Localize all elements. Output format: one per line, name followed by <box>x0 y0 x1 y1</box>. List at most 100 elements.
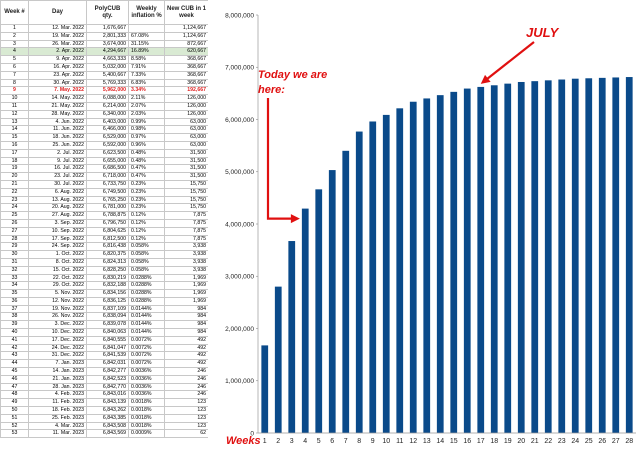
cell-day: 22. Oct. 2022 <box>28 273 87 283</box>
cell-day: 16. Jul. 2022 <box>28 164 87 174</box>
cell-new-cub: 15,750 <box>164 203 208 213</box>
cell-qty: 6,788,875 <box>86 211 129 220</box>
cell-day: 28. Jan. 2023 <box>28 382 87 392</box>
bar <box>369 121 377 433</box>
cell-week: 24 <box>0 203 29 213</box>
table-row: 52 4. Mar. 2023 6,843,508 0.0018% 123 <box>0 421 208 431</box>
cell-qty: 5,962,000 <box>86 86 129 96</box>
cell-week: 49 <box>0 398 29 408</box>
cell-new-cub: 492 <box>164 335 208 345</box>
cell-day: 23. Apr. 2022 <box>28 70 87 80</box>
table-row: 45 14. Jan. 2023 6,842,277 0.0036% 246 <box>0 367 208 376</box>
x-tick-label: 22 <box>544 438 552 445</box>
cell-inflation: 0.0036% <box>128 382 165 392</box>
cell-new-cub: 15,750 <box>164 195 208 205</box>
cell-week: 25 <box>0 211 29 220</box>
bar-chart: 0 1,000,000 2,000,000 3,000,000 4,000,000 5,0… <box>225 12 636 447</box>
cell-inflation: 0.058% <box>128 250 165 259</box>
bar <box>355 131 363 433</box>
table-row: 46 21. Jan. 2023 6,842,523 0.0036% 246 <box>0 374 208 384</box>
cell-new-cub: 123 <box>164 421 208 431</box>
cell-inflation: 67.08% <box>128 31 165 41</box>
cell-day: 18. Feb. 2023 <box>28 406 87 415</box>
table-row: 4 2. Apr. 2022 4,294,667 16.89% 620,667 <box>0 47 208 57</box>
x-tick-label: 7 <box>344 438 348 445</box>
cell-new-cub: 15,750 <box>164 179 208 189</box>
cell-new-cub: 1,124,667 <box>164 24 208 33</box>
cell-inflation: 0.0288% <box>128 296 165 306</box>
cell-week: 35 <box>0 289 29 298</box>
cell-inflation: 0.23% <box>128 179 165 189</box>
x-tick-label: 12 <box>409 438 417 445</box>
x-tick-label: 27 <box>612 438 620 445</box>
x-tick-label: 5 <box>317 438 321 445</box>
cell-qty: 6,836,125 <box>86 296 129 306</box>
cell-new-cub: 1,969 <box>164 273 208 283</box>
table-row: 49 11. Feb. 2023 6,843,139 0.0018% 123 <box>0 398 208 408</box>
cell-week: 1 <box>0 24 29 33</box>
table-row: 18 9. Jul. 2022 6,655,000 0.48% 31,500 <box>0 156 208 166</box>
cell-new-cub: 368,667 <box>164 55 208 64</box>
cell-qty: 6,214,000 <box>86 101 129 111</box>
cell-inflation: 8.58% <box>128 55 165 64</box>
cell-day: 3. Sep. 2022 <box>28 218 87 228</box>
cell-day: 25. Feb. 2023 <box>28 413 87 423</box>
cell-week: 30 <box>0 250 29 259</box>
cell-new-cub: 1,124,667 <box>164 31 208 41</box>
cell-qty: 6,718,000 <box>86 172 129 181</box>
cell-new-cub: 123 <box>164 406 208 415</box>
cell-day: 15. Oct. 2022 <box>28 265 87 275</box>
annotation-july: JULY <box>526 25 560 40</box>
cell-new-cub: 7,875 <box>164 226 208 236</box>
y-tick-label: 2,000,000 <box>225 326 254 333</box>
cell-week: 20 <box>0 172 29 181</box>
cell-qty: 6,842,770 <box>86 382 129 392</box>
table-row: 42 24. Dec. 2022 6,841,047 0.0072% 492 <box>0 343 208 353</box>
cell-qty: 6,403,000 <box>86 117 129 127</box>
bar <box>477 86 485 434</box>
cell-day: 14. Jan. 2023 <box>28 367 87 376</box>
cell-day: 10. Sep. 2022 <box>28 226 87 236</box>
table-row: 11 21. May. 2022 6,214,000 2.07% 126,000 <box>0 101 208 111</box>
cell-day: 19. Nov. 2022 <box>28 304 87 314</box>
table-row: 51 25. Feb. 2023 6,843,385 0.0018% 123 <box>0 413 208 423</box>
cell-qty: 6,842,523 <box>86 374 129 384</box>
cell-qty: 6,838,094 <box>86 312 129 322</box>
cell-day: 28. May. 2022 <box>28 109 87 119</box>
cell-inflation: 0.0144% <box>128 328 165 337</box>
cell-qty: 5,769,333 <box>86 78 129 88</box>
cell-qty: 3,674,000 <box>86 39 129 49</box>
cell-day: 14. May. 2022 <box>28 94 87 103</box>
cell-new-cub: 63,000 <box>164 133 208 142</box>
cell-inflation: 0.23% <box>128 203 165 213</box>
cell-day: 4. Mar. 2023 <box>28 421 87 431</box>
cell-day: 11. Mar. 2023 <box>28 429 87 439</box>
cell-qty: 6,733,750 <box>86 179 129 189</box>
cell-week: 10 <box>0 94 29 103</box>
table-row: 31 8. Oct. 2022 6,824,313 0.058% 3,938 <box>0 257 208 267</box>
cell-qty: 6,765,250 <box>86 195 129 205</box>
bar <box>504 83 512 434</box>
cell-inflation: 3.34% <box>128 86 165 96</box>
bar <box>274 286 282 433</box>
cell-day: 17. Sep. 2022 <box>28 234 87 244</box>
cell-qty: 6,843,508 <box>86 421 129 431</box>
cell-new-cub: 984 <box>164 320 208 330</box>
table-row: 50 18. Feb. 2023 6,843,262 0.0018% 123 <box>0 406 208 415</box>
cell-inflation: 0.12% <box>128 226 165 236</box>
cell-week: 29 <box>0 242 29 252</box>
cell-qty: 6,340,000 <box>86 109 129 119</box>
table-body: 1 12. Mar. 2022 1,676,667 1,124,667 2 19. Mar… <box>0 24 208 439</box>
y-axis: 0 1,000,000 2,000,000 3,000,000 4,000,000 5,0… <box>225 12 259 437</box>
table-row: 17 2. Jul. 2022 6,623,500 0.48% 31,500 <box>0 148 208 158</box>
cell-inflation: 0.48% <box>128 148 165 158</box>
cell-inflation: 0.12% <box>128 218 165 228</box>
cell-qty: 1,676,667 <box>86 24 129 33</box>
cell-day: 30. Apr. 2022 <box>28 78 87 88</box>
bar <box>409 101 417 434</box>
cell-qty: 6,830,219 <box>86 273 129 283</box>
cell-new-cub: 3,938 <box>164 265 208 275</box>
table-row: 41 17. Dec. 2022 6,840,555 0.0072% 492 <box>0 335 208 345</box>
cell-day: 30. Jul. 2022 <box>28 179 87 189</box>
x-tick-label: 28 <box>625 438 633 445</box>
